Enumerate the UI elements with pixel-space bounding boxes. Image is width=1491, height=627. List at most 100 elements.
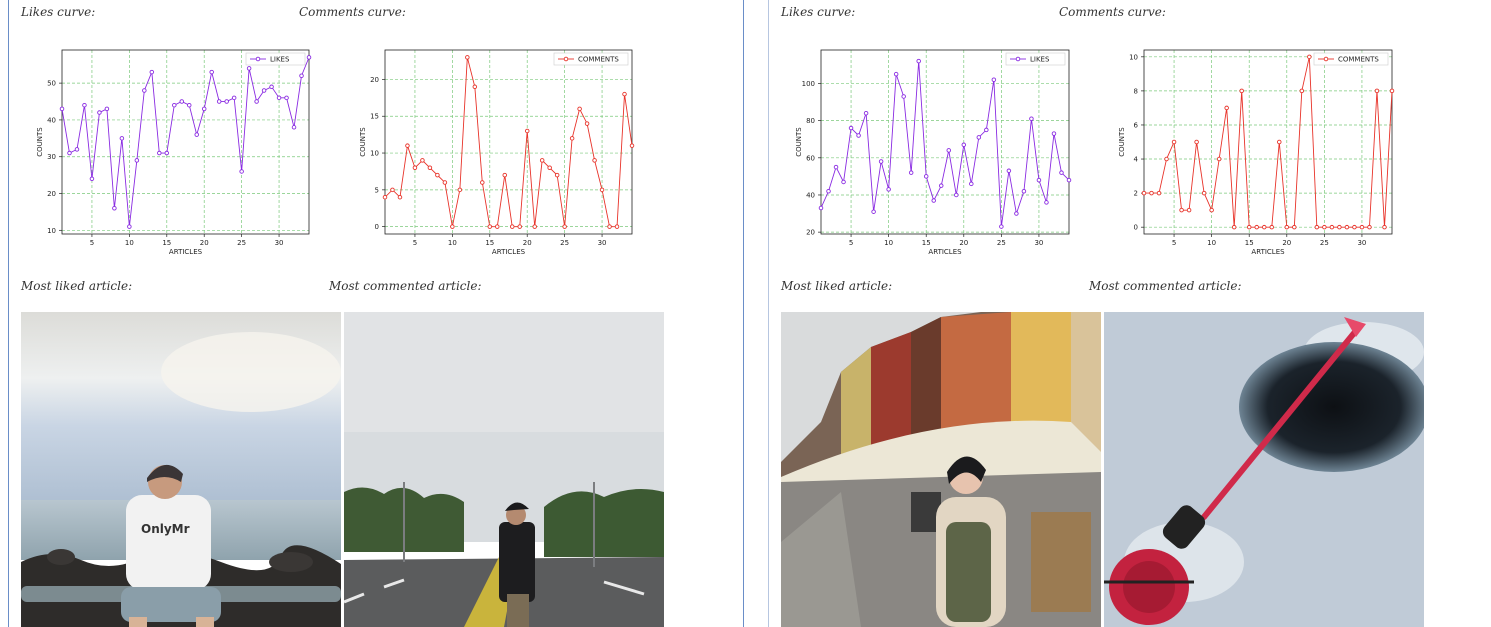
data-point: [1209, 207, 1214, 213]
y-tick-label: 80: [806, 117, 815, 125]
data-point: [539, 158, 545, 163]
data-point: [1337, 224, 1342, 230]
data-point: [946, 148, 952, 153]
x-tick-label: 15: [485, 239, 494, 247]
x-tick-label: 20: [200, 239, 209, 247]
most-commented-photo[interactable]: [1104, 312, 1424, 627]
x-tick-label: 5: [1172, 239, 1176, 247]
data-point: [1239, 88, 1244, 94]
left-panel: [8, 0, 744, 627]
data-point: [592, 158, 597, 163]
y-tick-label: 30: [47, 153, 56, 161]
data-point: [209, 69, 214, 75]
data-point: [1149, 190, 1154, 196]
most-liked-label: Most liked article:: [21, 279, 133, 293]
data-point: [1164, 156, 1169, 162]
y-axis-label: COUNTS: [359, 127, 367, 157]
data-point: [284, 95, 289, 101]
data-point: [1006, 168, 1012, 174]
legend-label: LIKES: [270, 56, 290, 64]
y-tick-label: 20: [47, 190, 56, 198]
data-point: [149, 69, 155, 75]
most-commented-photo[interactable]: [344, 312, 664, 627]
data-point: [1246, 224, 1252, 230]
x-tick-label: 25: [560, 239, 569, 247]
data-point: [480, 180, 485, 185]
x-tick-label: 30: [1034, 239, 1043, 247]
data-point: [931, 198, 936, 203]
data-point: [442, 180, 448, 185]
svg-text:OnlyMr: OnlyMr: [141, 522, 190, 536]
data-point: [509, 224, 515, 229]
data-point: [1344, 224, 1350, 230]
data-point: [886, 187, 891, 192]
legend-marker: [1323, 56, 1329, 62]
data-point: [201, 106, 207, 112]
data-point: [629, 143, 635, 148]
data-point: [863, 110, 869, 116]
data-point: [1044, 200, 1049, 205]
most-liked-photo[interactable]: OnlyMr: [21, 312, 341, 627]
y-tick-label: 4: [1134, 156, 1139, 164]
data-point: [142, 88, 147, 93]
x-tick-label: 10: [884, 239, 893, 247]
data-point: [89, 176, 95, 182]
data-point: [901, 94, 906, 99]
data-point: [599, 187, 605, 193]
data-point: [938, 183, 944, 188]
y-tick-label: 40: [806, 191, 815, 199]
legend-marker: [1015, 56, 1021, 62]
comments-chart: 5 10 15 20 25 3005101520ARTICLESCOUNTSCOMMENT…: [359, 49, 635, 256]
x-tick-label: 25: [997, 239, 1006, 247]
y-tick-label: 10: [370, 150, 379, 158]
data-point: [1284, 224, 1290, 230]
comments-curve-label: Comments curve:: [1059, 5, 1166, 19]
data-point: [420, 158, 425, 163]
data-point: [1292, 224, 1297, 230]
data-point: [1277, 139, 1282, 145]
data-point: [59, 106, 65, 112]
y-tick-label: 20: [370, 76, 379, 84]
data-point: [194, 132, 199, 137]
y-tick-label: 6: [1134, 121, 1139, 129]
data-point: [1179, 207, 1184, 213]
data-point: [1231, 224, 1237, 230]
data-point: [435, 172, 440, 178]
data-point: [487, 224, 493, 229]
y-tick-label: 50: [47, 80, 56, 88]
data-point: [1051, 131, 1057, 136]
most-liked-photo[interactable]: [781, 312, 1101, 627]
data-point: [97, 110, 102, 115]
y-tick-label: 15: [370, 113, 379, 121]
data-point: [1269, 224, 1275, 230]
x-tick-label: 5: [849, 239, 853, 247]
y-axis-label: COUNTS: [1118, 127, 1126, 157]
data-point: [82, 102, 87, 108]
data-point: [397, 194, 403, 200]
data-point: [224, 99, 229, 104]
data-point: [1359, 224, 1365, 230]
data-point: [306, 55, 312, 60]
data-point: [382, 194, 388, 200]
legend-label: LIKES: [1030, 56, 1050, 64]
legend-box: [1313, 52, 1389, 66]
data-point: [908, 170, 914, 175]
legend-box: [245, 52, 306, 66]
x-axis-label: ARTICLES: [492, 248, 526, 256]
data-point: [1329, 224, 1335, 230]
likes-chart: 5 10 15 20 25 30 10 20 30 40 50 ARTICLES COUNTS LIKES: [36, 49, 312, 256]
legend-marker: [563, 56, 569, 62]
data-point: [584, 121, 590, 126]
data-point: [856, 133, 861, 138]
data-point: [1216, 156, 1222, 162]
data-point: [465, 55, 470, 60]
data-point: [74, 147, 80, 152]
data-point: [1036, 177, 1042, 183]
data-point: [246, 66, 252, 71]
legend-marker: [255, 56, 261, 62]
data-point: [622, 91, 627, 97]
data-point: [157, 150, 162, 156]
y-tick-label: 100: [802, 80, 815, 88]
data-point: [524, 128, 530, 134]
data-point: [893, 71, 899, 77]
